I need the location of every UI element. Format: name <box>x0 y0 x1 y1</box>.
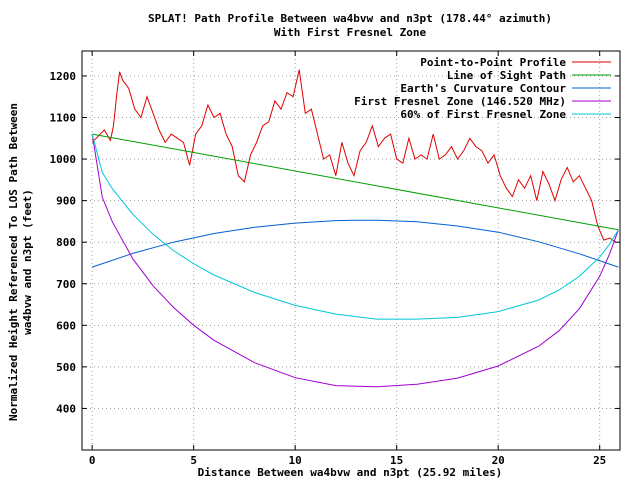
legend-label-first-fresnel-zone-146-520-mhz: First Fresnel Zone (146.520 MHz) <box>354 95 566 108</box>
series-line-earth-s-curvature-contour <box>92 219 619 268</box>
y-tick-label: 1200 <box>50 70 77 83</box>
series-line-line-of-sight-path <box>92 133 619 231</box>
y-tick-label: 900 <box>56 195 76 208</box>
grid-layer <box>82 51 620 450</box>
series-line-point-to-point-profile <box>91 69 617 243</box>
y-tick-label: 500 <box>56 361 76 374</box>
legend-label-point-to-point-profile: Point-to-Point Profile <box>420 56 566 69</box>
y-tick-label: 700 <box>56 278 76 291</box>
legend-label-60-of-first-fresnel-zone: 60% of First Fresnel Zone <box>400 108 566 121</box>
x-tick-label: 0 <box>89 454 96 467</box>
chart-title: SPLAT! Path Profile Between wa4bvw and n… <box>148 12 552 25</box>
legend-label-earth-s-curvature-contour: Earth's Curvature Contour <box>400 82 566 95</box>
series-line-first-fresnel-zone-146-520-mhz <box>91 134 619 388</box>
y-tick-label: 1000 <box>50 153 77 166</box>
x-tick-label: 25 <box>593 454 606 467</box>
tick-layer: 400 500 600 700 800 900 1000 1100 1200 0 5 10 15 20 25 <box>50 51 620 467</box>
y-axis-label-line-2: wa4bvw and n3pt (feet) <box>21 189 34 335</box>
plot-frame <box>81 50 621 451</box>
y-axis-label-line-1: Normalized Height Referenced To LOS Path… <box>7 103 20 421</box>
y-tick-label: 800 <box>56 236 76 249</box>
chart-subtitle: With First Fresnel Zone <box>274 26 427 39</box>
series-layer <box>91 69 619 388</box>
y-tick-label: 400 <box>56 402 76 415</box>
x-tick-label: 5 <box>190 454 197 467</box>
x-axis-label: Distance Between wa4bvw and n3pt (25.92 … <box>198 466 503 479</box>
y-tick-label: 1100 <box>50 112 77 125</box>
x-tick-label: 10 <box>289 454 302 467</box>
x-tick-label: 20 <box>492 454 505 467</box>
y-tick-label: 600 <box>56 319 76 332</box>
legend-label-line-of-sight-path: Line of Sight Path <box>447 69 566 82</box>
x-tick-label: 15 <box>390 454 403 467</box>
series-line-60-of-first-fresnel-zone <box>91 133 619 320</box>
